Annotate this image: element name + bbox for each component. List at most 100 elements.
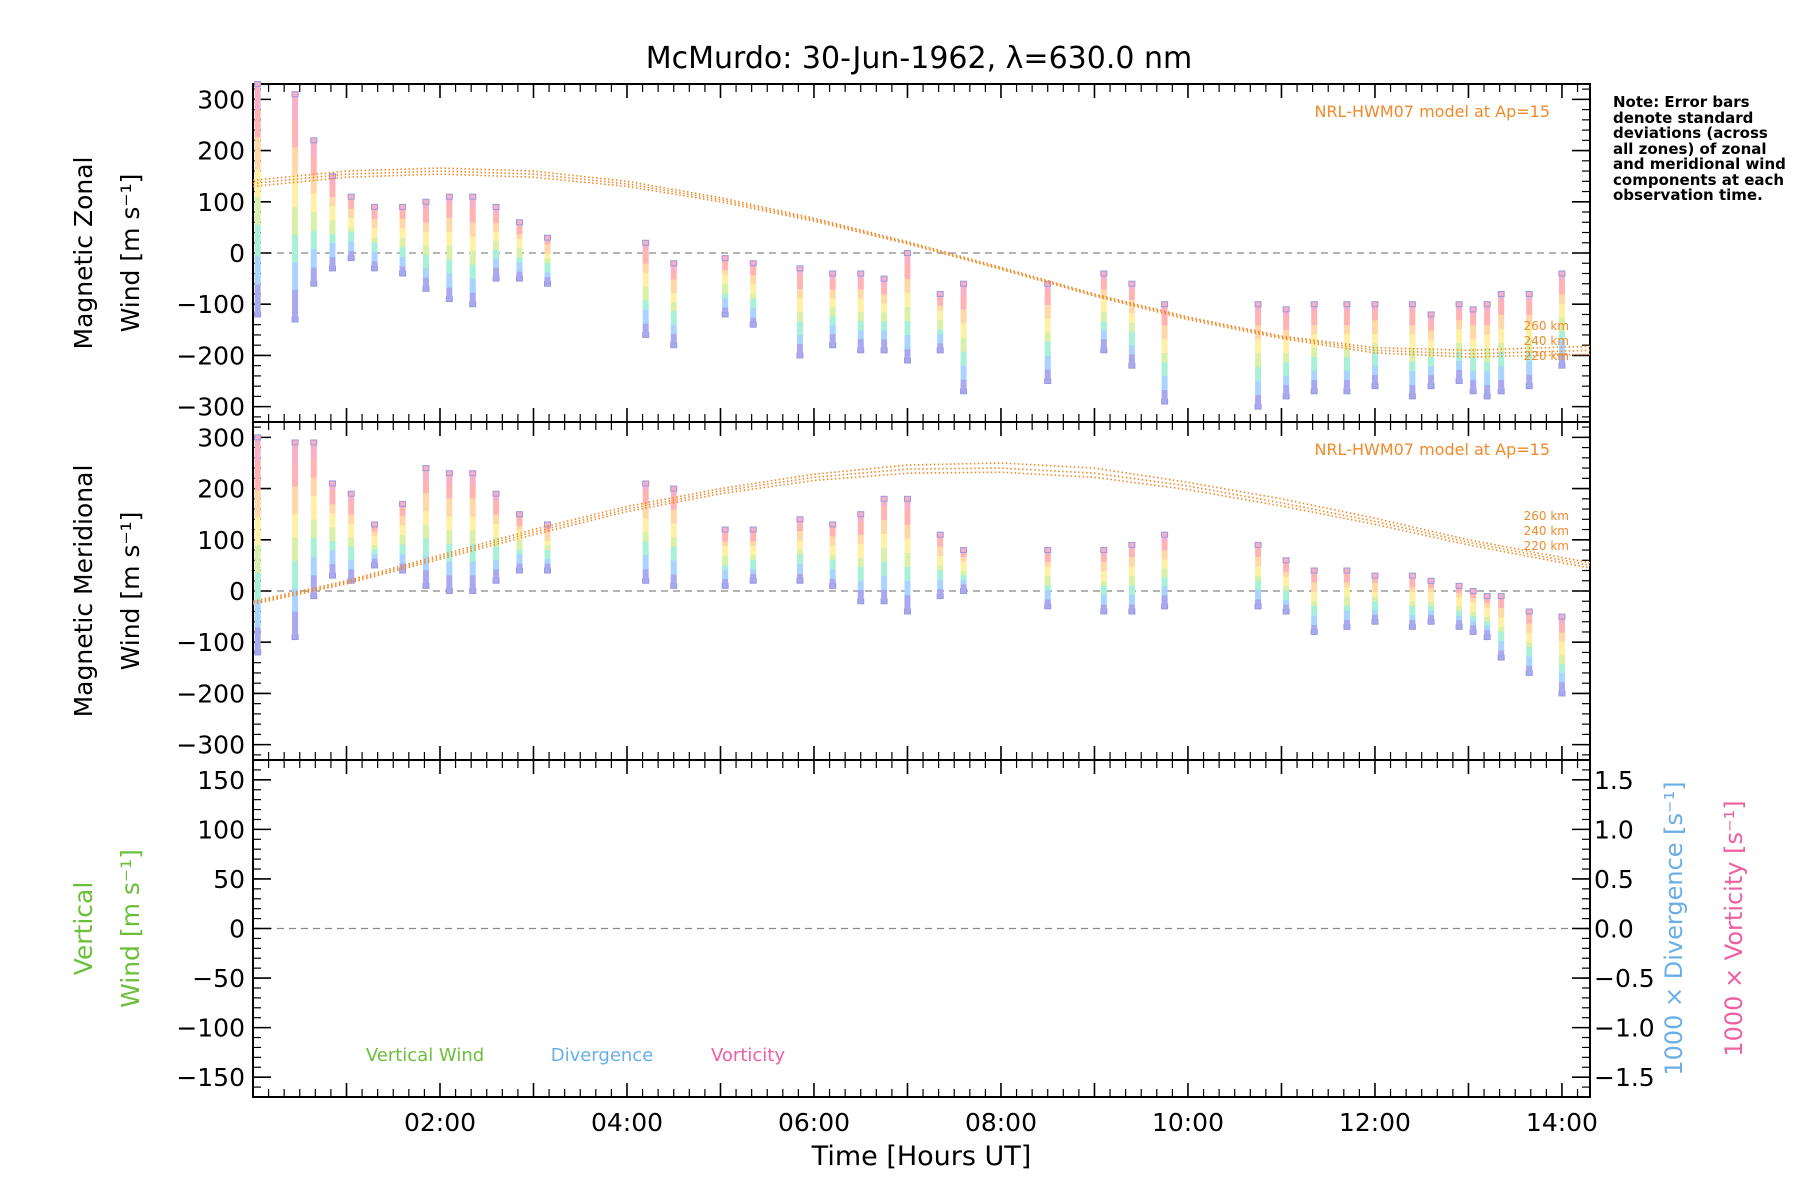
observation-point (292, 225, 299, 231)
observation-point (1311, 324, 1318, 330)
observation-point (371, 553, 378, 559)
observation-point (292, 500, 299, 506)
observation-point (310, 537, 317, 543)
meridional-observation (492, 490, 500, 584)
observation-point (1311, 310, 1318, 316)
observation-point (642, 258, 649, 264)
observation-point (857, 575, 864, 581)
observation-point (1044, 355, 1051, 361)
observation-point (292, 169, 299, 175)
observation-point (492, 203, 500, 210)
observation-point (1498, 626, 1505, 632)
meridional-observation (857, 511, 865, 605)
observation-point (1343, 329, 1350, 335)
observation-point (1484, 306, 1491, 312)
observation-point (1161, 343, 1168, 349)
observation-point (1558, 358, 1565, 364)
observation-point (750, 531, 757, 537)
observation-point (1371, 329, 1378, 335)
observation-point (516, 238, 523, 244)
observation-point (1470, 384, 1477, 390)
observation-point (310, 500, 317, 506)
observation-point (1343, 388, 1351, 395)
model-altitude-label: 220 km (1524, 539, 1569, 553)
observation-point (493, 541, 500, 547)
observation-point (1371, 324, 1378, 330)
meridional-observation (1044, 547, 1052, 610)
observation-point (1371, 365, 1378, 371)
observation-point (1161, 536, 1168, 542)
observation-point (1283, 585, 1290, 591)
observation-point (796, 288, 803, 294)
observation-point (1283, 343, 1290, 349)
observation-point (1311, 610, 1318, 616)
observation-point (1128, 290, 1135, 296)
observation-point (857, 338, 864, 344)
observation-point (960, 346, 967, 352)
observation-point (292, 574, 299, 580)
observation-point (469, 520, 476, 526)
observation-point (544, 280, 552, 287)
observation-point (446, 574, 453, 580)
observation-point (937, 546, 944, 552)
observation-point (348, 246, 355, 252)
observation-point (515, 275, 523, 282)
observation-point (1343, 582, 1350, 588)
observation-point (516, 553, 523, 559)
observation-point (446, 579, 453, 585)
observation-point (1409, 384, 1416, 390)
observation-point (1161, 576, 1168, 582)
observation-point (1343, 333, 1350, 339)
observation-point (310, 234, 317, 240)
observation-point (1044, 280, 1052, 287)
observation-point (937, 296, 944, 302)
observation-point (1128, 285, 1135, 291)
observation-point (1456, 328, 1463, 334)
observation-point (446, 488, 453, 494)
observation-point (1526, 360, 1533, 366)
observation-point (292, 100, 299, 106)
zonal-observation (903, 250, 911, 364)
observation-point (422, 556, 429, 562)
observation-point (829, 302, 836, 308)
observation-point (446, 245, 453, 251)
observation-point (1044, 304, 1051, 310)
observation-point (329, 252, 336, 258)
x-tick-label: 12:00 (1339, 1108, 1411, 1137)
observation-point (329, 178, 336, 184)
observation-point (857, 539, 864, 545)
observation-point (493, 500, 500, 506)
observation-point (1456, 342, 1463, 348)
observation-point (1428, 361, 1435, 367)
observation-point (1484, 333, 1491, 339)
observation-point (1371, 301, 1379, 308)
observation-point (1128, 362, 1136, 369)
observation-point (1255, 371, 1262, 377)
observation-point (328, 173, 336, 180)
observation-point (310, 509, 317, 515)
observation-point (1456, 310, 1463, 316)
observation-point (904, 301, 911, 307)
observation-point (469, 278, 476, 284)
observation-point (516, 233, 523, 239)
observation-point (1161, 541, 1168, 547)
observation-point (722, 578, 729, 584)
observation-point (1044, 299, 1051, 305)
observation-point (1558, 627, 1565, 633)
observation-point (1558, 677, 1565, 683)
observation-point (1100, 334, 1107, 340)
observation-point (399, 213, 406, 219)
model-altitude-label: 260 km (1524, 319, 1569, 333)
observation-point (1283, 370, 1290, 376)
observation-point (857, 280, 864, 286)
observation-point (469, 552, 476, 558)
observation-point (348, 231, 355, 237)
observation-point (446, 217, 453, 223)
observation-point (1558, 686, 1565, 692)
x-tick-label: 02:00 (404, 1108, 476, 1137)
zonal-frame (252, 83, 1591, 423)
observation-point (422, 474, 429, 480)
observation-point (292, 588, 299, 594)
observation-point (292, 509, 299, 515)
